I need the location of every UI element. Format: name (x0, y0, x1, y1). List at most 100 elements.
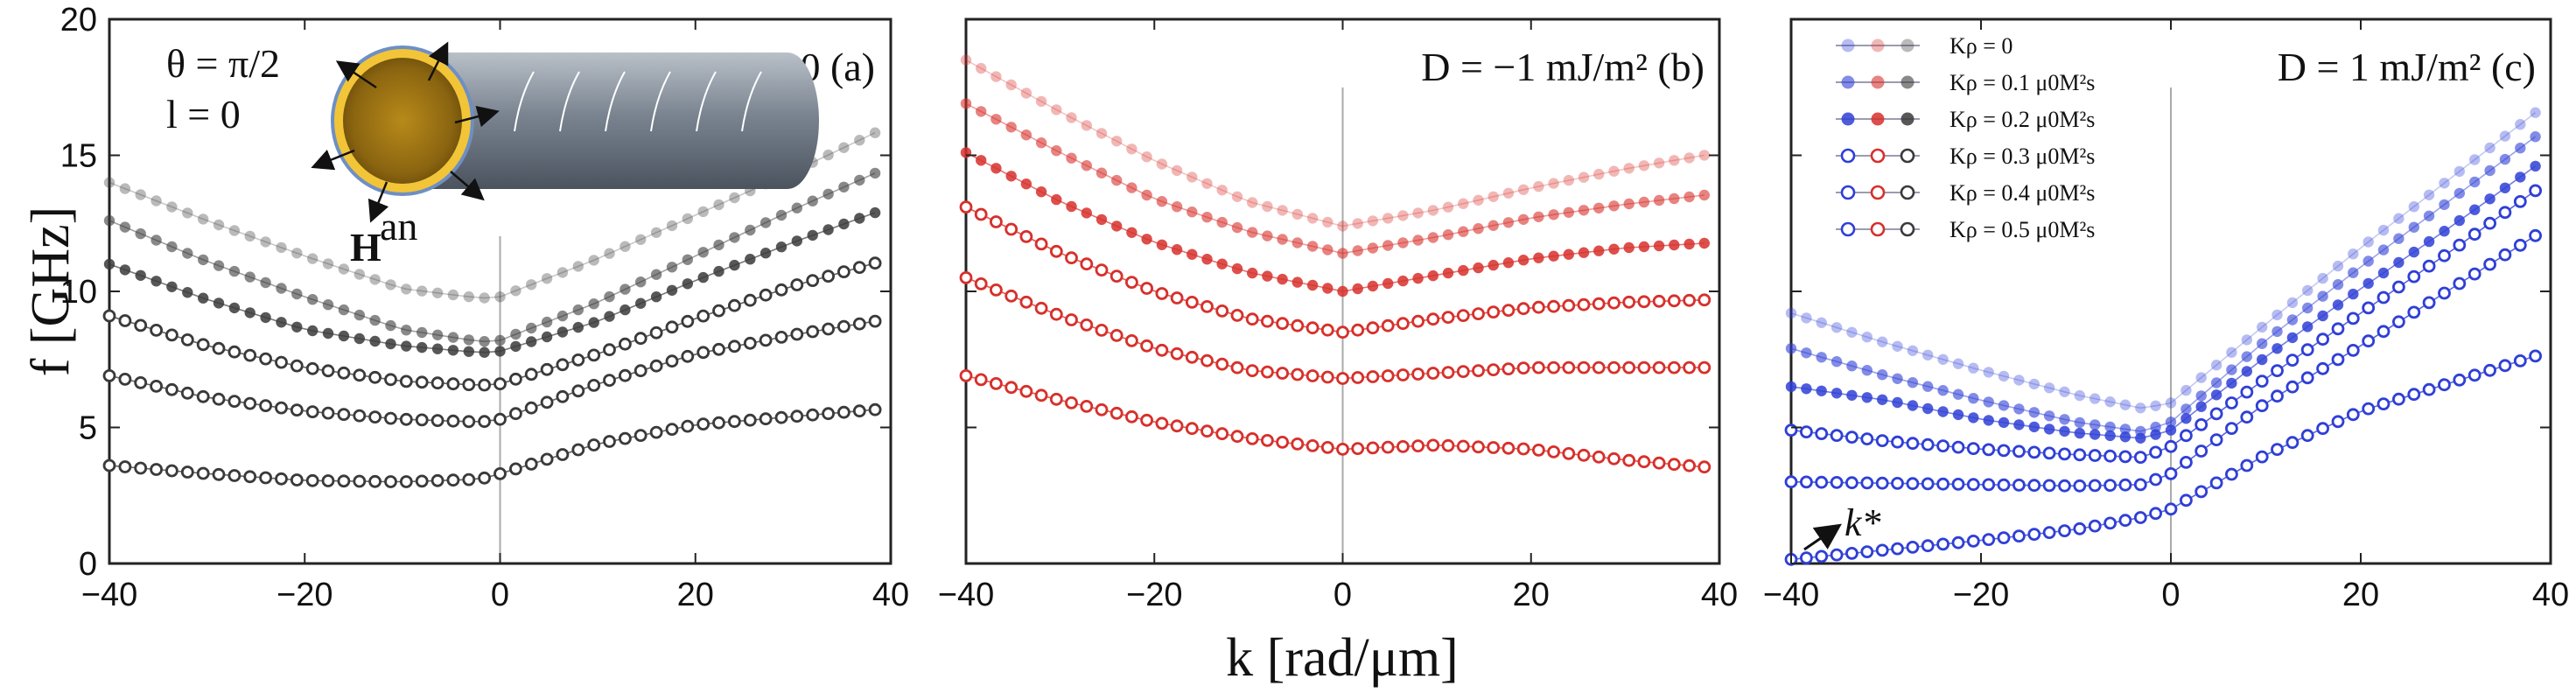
data-point (2377, 224, 2390, 236)
data-point (1019, 229, 1033, 243)
data-point (729, 192, 740, 204)
data-point (478, 378, 491, 392)
data-point (1456, 365, 1470, 379)
data-point (2529, 228, 2543, 242)
data-point (2316, 361, 2330, 375)
data-point (1231, 221, 1243, 234)
data-point (1638, 196, 1650, 208)
data-point (1906, 541, 1920, 554)
data-point (2257, 338, 2268, 349)
data-point (1291, 318, 1305, 332)
data-point (1997, 531, 2011, 544)
data-point (1562, 298, 1576, 312)
data-point (1051, 193, 1062, 206)
legend-entry: Kρ = 0.3 μ0M²s (1836, 144, 2095, 169)
data-point (2119, 431, 2132, 443)
y-tick-label: 10 (60, 274, 97, 311)
data-point (1578, 205, 1590, 216)
data-point (1816, 317, 1827, 328)
data-point (1140, 282, 1153, 295)
data-point (620, 241, 631, 252)
data-point (1593, 168, 1605, 180)
data-point (1785, 381, 1797, 393)
data-point (604, 290, 615, 303)
data-point (291, 248, 303, 259)
legend-entry: Kρ = 0.2 μ0M²s (1836, 107, 2095, 132)
data-point (1652, 456, 1666, 470)
data-point (494, 334, 506, 346)
data-point (1623, 242, 1634, 254)
data-point (837, 265, 850, 279)
data-point (135, 228, 146, 240)
data-point (1200, 354, 1214, 368)
tube-cavity (343, 58, 462, 184)
data-point (1488, 259, 1499, 271)
data-point (1245, 431, 1259, 445)
data-point (697, 247, 709, 258)
data-point (1458, 264, 1469, 276)
data-point (1080, 257, 1094, 271)
data-point (509, 407, 522, 421)
data-point (1951, 440, 1965, 454)
data-point (1111, 136, 1123, 147)
data-point (1891, 542, 1904, 556)
data-point (2027, 445, 2041, 459)
data-point (1698, 150, 1711, 161)
data-point (822, 322, 835, 336)
series-5-group (1784, 349, 2543, 566)
data-point (1336, 326, 1349, 340)
data-point (2438, 248, 2451, 262)
data-point (852, 404, 866, 418)
data-point (1784, 475, 1798, 489)
data-point (2499, 130, 2511, 142)
data-point (1577, 448, 1591, 462)
data-point (260, 236, 271, 248)
data-point (213, 219, 225, 231)
data-point (2454, 165, 2465, 178)
data-point (2165, 416, 2177, 428)
data-point (2530, 131, 2541, 143)
data-point (102, 458, 116, 472)
data-point (869, 206, 881, 219)
data-point (540, 452, 554, 466)
data-point (307, 294, 318, 305)
data-point (2118, 478, 2132, 492)
data-point (1472, 364, 1485, 378)
data-point (974, 373, 988, 387)
data-point (2331, 353, 2345, 367)
x-axis-label: k [rad/μm] (1226, 628, 1459, 688)
data-point (1397, 210, 1409, 221)
data-point (556, 310, 569, 322)
data-point (837, 405, 850, 419)
data-point (603, 435, 616, 448)
data-point (2286, 332, 2299, 344)
data-point (1907, 377, 1919, 388)
data-point (103, 177, 116, 188)
data-point (385, 338, 396, 350)
data-point (353, 368, 367, 382)
data-point (2240, 410, 2254, 424)
data-point (368, 370, 382, 384)
data-point (1126, 144, 1138, 155)
data-point (180, 332, 194, 346)
data-point (1456, 309, 1470, 323)
data-point (1306, 213, 1319, 224)
data-point (1548, 209, 1559, 220)
data-point (1669, 239, 1680, 251)
data-point (1351, 323, 1365, 337)
data-point (478, 471, 491, 485)
data-point (2529, 184, 2543, 198)
data-point (259, 399, 273, 413)
data-point (1891, 435, 1904, 449)
data-point (1261, 365, 1274, 379)
data-point (1441, 438, 1455, 452)
data-point (2013, 403, 2025, 415)
kstar-arrow (1803, 523, 1842, 551)
data-point (1276, 435, 1289, 449)
data-point (1998, 370, 2010, 382)
data-point (868, 402, 882, 416)
data-point (541, 331, 553, 343)
data-point (2286, 380, 2300, 394)
data-point (1516, 302, 1530, 316)
legend-label: Kρ = 0.4 μ0M²s (1950, 180, 2095, 206)
